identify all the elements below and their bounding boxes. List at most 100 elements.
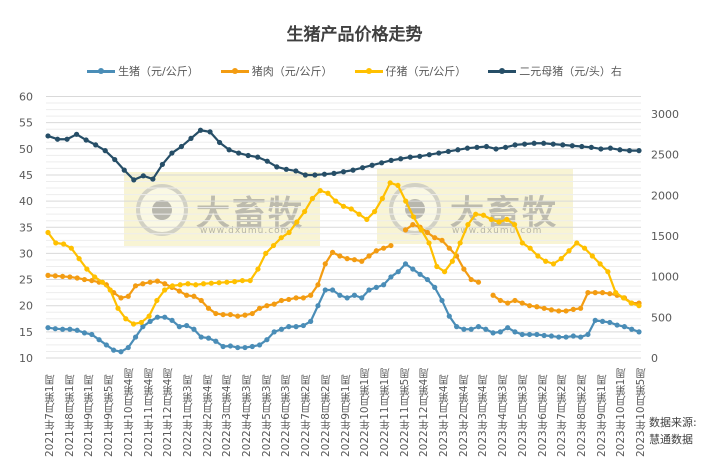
data-point[interactable] bbox=[93, 142, 99, 148]
data-point[interactable] bbox=[398, 156, 404, 162]
data-point[interactable] bbox=[410, 222, 416, 228]
data-point[interactable] bbox=[597, 261, 603, 267]
data-point[interactable] bbox=[308, 292, 314, 298]
data-point[interactable] bbox=[599, 290, 606, 296]
data-point[interactable] bbox=[605, 269, 611, 275]
data-point[interactable] bbox=[92, 274, 98, 280]
data-point[interactable] bbox=[159, 161, 165, 168]
data-point[interactable] bbox=[574, 240, 580, 246]
data-point[interactable] bbox=[146, 313, 152, 319]
data-point[interactable] bbox=[579, 143, 585, 150]
data-point[interactable] bbox=[441, 269, 448, 275]
data-point[interactable] bbox=[255, 154, 261, 160]
data-point[interactable] bbox=[64, 136, 70, 142]
data-point[interactable] bbox=[519, 300, 525, 306]
data-point[interactable] bbox=[379, 160, 385, 166]
data-point[interactable] bbox=[614, 322, 620, 328]
data-point[interactable] bbox=[59, 326, 66, 332]
data-point[interactable] bbox=[417, 153, 423, 159]
data-point[interactable] bbox=[464, 145, 471, 151]
data-point[interactable] bbox=[511, 222, 518, 228]
data-point[interactable] bbox=[461, 266, 467, 272]
data-point[interactable] bbox=[483, 143, 490, 150]
data-point[interactable] bbox=[387, 180, 393, 186]
data-point[interactable] bbox=[213, 310, 219, 317]
data-point[interactable] bbox=[541, 332, 547, 339]
legend-item-piglet[interactable]: 仔猪（元/公斤） bbox=[354, 63, 466, 79]
data-point[interactable] bbox=[497, 329, 503, 335]
data-point[interactable] bbox=[502, 144, 509, 150]
data-point[interactable] bbox=[563, 308, 569, 314]
data-point[interactable] bbox=[84, 266, 90, 272]
data-point[interactable] bbox=[245, 152, 251, 159]
data-point[interactable] bbox=[351, 257, 358, 263]
data-point[interactable] bbox=[578, 305, 584, 311]
data-point[interactable] bbox=[293, 168, 299, 174]
data-point[interactable] bbox=[402, 227, 409, 233]
data-point[interactable] bbox=[184, 292, 190, 298]
data-point[interactable] bbox=[505, 325, 511, 331]
data-point[interactable] bbox=[496, 219, 502, 225]
data-point[interactable] bbox=[543, 258, 549, 264]
data-point[interactable] bbox=[566, 248, 572, 254]
data-point[interactable] bbox=[216, 280, 222, 286]
data-point[interactable] bbox=[132, 283, 139, 289]
data-point[interactable] bbox=[176, 324, 182, 330]
legend-item-sow[interactable]: 二元母猪（元/头）右 bbox=[488, 63, 622, 79]
data-point[interactable] bbox=[312, 172, 318, 178]
data-point[interactable] bbox=[232, 279, 238, 285]
data-point[interactable] bbox=[395, 182, 401, 189]
data-point[interactable] bbox=[45, 229, 51, 236]
data-point[interactable] bbox=[264, 303, 270, 309]
data-point[interactable] bbox=[410, 266, 416, 272]
data-point[interactable] bbox=[249, 310, 255, 317]
data-point[interactable] bbox=[548, 333, 555, 339]
data-point[interactable] bbox=[89, 331, 95, 338]
data-point[interactable] bbox=[177, 282, 183, 288]
data-point[interactable] bbox=[147, 318, 153, 324]
data-point[interactable] bbox=[274, 164, 280, 170]
data-point[interactable] bbox=[620, 295, 627, 301]
data-point[interactable] bbox=[607, 319, 613, 326]
data-point[interactable] bbox=[322, 261, 328, 267]
data-point[interactable] bbox=[185, 281, 191, 287]
data-point[interactable] bbox=[337, 292, 343, 298]
data-point[interactable] bbox=[220, 311, 226, 318]
data-point[interactable] bbox=[178, 143, 185, 150]
data-point[interactable] bbox=[534, 304, 540, 310]
data-point[interactable] bbox=[379, 195, 385, 202]
data-point[interactable] bbox=[457, 240, 463, 246]
data-point[interactable] bbox=[302, 172, 308, 178]
data-point[interactable] bbox=[235, 344, 241, 351]
data-point[interactable] bbox=[607, 145, 614, 151]
data-point[interactable] bbox=[636, 329, 642, 335]
data-point[interactable] bbox=[636, 303, 642, 309]
data-point[interactable] bbox=[418, 227, 424, 233]
data-point[interactable] bbox=[308, 318, 314, 324]
data-point[interactable] bbox=[73, 131, 80, 137]
data-point[interactable] bbox=[599, 318, 606, 324]
data-point[interactable] bbox=[527, 245, 533, 251]
data-point[interactable] bbox=[162, 287, 168, 293]
data-point[interactable] bbox=[239, 277, 246, 284]
data-point[interactable] bbox=[322, 287, 328, 293]
data-point[interactable] bbox=[366, 287, 372, 293]
data-point[interactable] bbox=[154, 297, 160, 304]
data-point[interactable] bbox=[340, 203, 347, 209]
data-point[interactable] bbox=[132, 334, 139, 340]
data-point[interactable] bbox=[570, 333, 576, 339]
data-point[interactable] bbox=[52, 273, 58, 279]
data-point[interactable] bbox=[208, 280, 214, 286]
data-point[interactable] bbox=[519, 331, 525, 338]
data-point[interactable] bbox=[465, 222, 471, 228]
data-point[interactable] bbox=[67, 274, 73, 280]
data-point[interactable] bbox=[522, 141, 528, 147]
data-point[interactable] bbox=[348, 206, 354, 212]
data-point[interactable] bbox=[535, 253, 541, 259]
data-point[interactable] bbox=[294, 219, 300, 225]
data-point[interactable] bbox=[569, 143, 575, 149]
legend-item-live-hog[interactable]: 生猪（元/公斤） bbox=[87, 63, 199, 79]
data-point[interactable] bbox=[220, 343, 226, 350]
data-point[interactable] bbox=[344, 256, 350, 262]
data-point[interactable] bbox=[556, 308, 562, 314]
